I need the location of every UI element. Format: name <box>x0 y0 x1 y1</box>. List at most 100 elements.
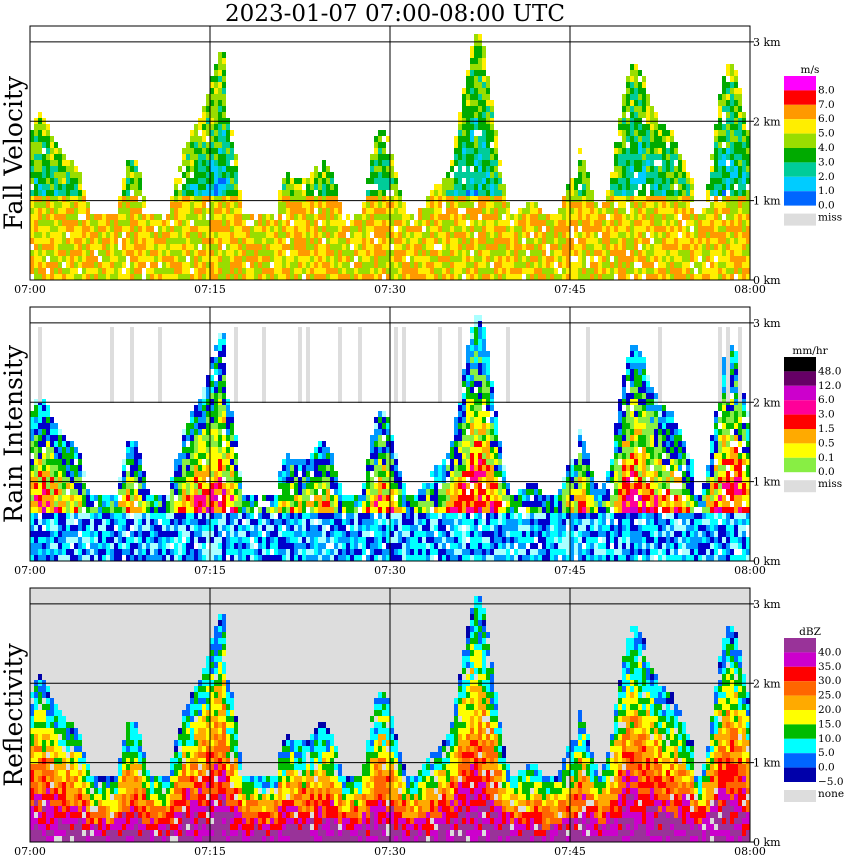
colorbar-swatch <box>784 738 816 754</box>
colorbar-swatch <box>784 695 816 710</box>
heatmap-cells <box>30 34 750 280</box>
colorbar-swatch <box>784 710 816 725</box>
y-tick-label: 3 km <box>753 598 781 611</box>
colorbar-swatch <box>784 371 816 386</box>
x-tick-label: 07:15 <box>194 283 226 296</box>
panel-3: 0 km 1 km 2 km 3 km 07:00 07:15 07:30 07:45 08:0… <box>0 587 844 858</box>
colorbar-unit: m/s <box>801 64 820 76</box>
colorbar-swatch <box>784 443 816 458</box>
colorbar-swatch <box>784 76 816 91</box>
y-tick-label: 0 km <box>753 836 781 849</box>
y-axis-label: Fall Velocity <box>0 75 28 230</box>
colorbar-swatch <box>784 90 816 105</box>
panels: 0 km 1 km 2 km 3 km 07:00 07:15 07:30 07:45 08:0… <box>0 25 844 858</box>
figure-title: 2023-01-07 07:00-08:00 UTC <box>225 1 565 27</box>
colorbar-swatch <box>784 414 816 429</box>
panel-2: 0 km 1 km 2 km 3 km 07:00 07:15 07:30 07:45 08:0… <box>0 306 842 577</box>
x-tick-label: 07:00 <box>14 845 46 858</box>
y-tick-label: 2 km <box>753 396 781 409</box>
colorbar-label: 3.0 <box>818 156 835 168</box>
grid-lines <box>30 26 750 280</box>
y-axis-label: Reflectivity <box>0 642 28 786</box>
colorbar-swatch <box>784 724 816 739</box>
colorbar-miss-label: miss <box>818 478 842 490</box>
y-tick-label: 2 km <box>753 677 781 690</box>
colorbar-swatch <box>784 400 816 415</box>
colorbar-label: 0.1 <box>818 452 835 464</box>
grid-lines <box>30 307 750 561</box>
colorbar-swatch <box>784 767 816 782</box>
colorbar-unit: dBZ <box>799 626 821 638</box>
colorbar-miss-swatch <box>784 213 816 226</box>
colorbar-swatch <box>784 176 816 192</box>
colorbar-label: 40.0 <box>818 646 841 658</box>
y-tick-label: 1 km <box>753 476 781 489</box>
y-tick-label: 2 km <box>753 115 781 128</box>
colorbar-swatch <box>784 162 816 177</box>
x-tick-label: 07:00 <box>14 564 46 577</box>
colorbar-swatch <box>784 753 816 768</box>
colorbar-label: 1.0 <box>818 185 835 197</box>
colorbar-label: 8.0 <box>818 84 835 96</box>
grid-lines <box>30 588 750 842</box>
y-tick-label: 3 km <box>753 317 781 330</box>
x-tick-label: 07:30 <box>374 845 406 858</box>
y-tick-label: 1 km <box>753 195 781 208</box>
x-tick-label: 07:45 <box>554 845 586 858</box>
x-tick-label: 07:15 <box>194 845 226 858</box>
colorbar-swatch <box>784 681 816 696</box>
colorbar-label: 0.0 <box>818 200 835 212</box>
colorbar-miss-label: miss <box>818 212 842 224</box>
x-tick-label: 07:30 <box>374 283 406 296</box>
colorbar-swatch <box>784 104 816 120</box>
x-tick-label: 07:15 <box>194 564 226 577</box>
colorbar-label: 5.0 <box>818 747 835 759</box>
colorbar-swatch <box>784 191 816 206</box>
heatmap-cells <box>30 596 750 842</box>
colorbar-swatch <box>784 457 816 473</box>
x-tick-label: 08:00 <box>734 283 766 296</box>
colorbar-miss-swatch <box>784 480 816 493</box>
colorbar-label: 7.0 <box>818 99 835 111</box>
x-tick-label: 07:45 <box>554 564 586 577</box>
y-tick-label: 1 km <box>753 757 781 770</box>
x-tick-label: 08:00 <box>734 564 766 577</box>
colorbar-label: 48.0 <box>818 365 841 377</box>
colorbar-label: 35.0 <box>818 661 841 673</box>
colorbar-miss-swatch <box>784 790 816 802</box>
colorbar-swatch <box>784 666 816 682</box>
colorbar-swatch <box>784 429 816 444</box>
colorbar-unit: mm/hr <box>792 345 828 357</box>
colorbar-label: 5.0 <box>818 128 835 140</box>
colorbar-swatch <box>784 119 816 134</box>
x-tick-label: 08:00 <box>734 845 766 858</box>
colorbar-label: 0.0 <box>818 466 835 478</box>
y-axis-label: Rain Intensity <box>0 344 28 523</box>
x-tick-label: 07:45 <box>554 283 586 296</box>
colorbar-label: 4.0 <box>818 142 835 154</box>
colorbar-label: 25.0 <box>818 690 841 702</box>
colorbar-swatch <box>784 385 816 401</box>
y-tick-label: 0 km <box>753 555 781 568</box>
colorbar-label: 1.5 <box>818 423 835 435</box>
colorbar-label: −5.0 <box>818 776 844 788</box>
colorbar-swatch <box>784 133 816 148</box>
colorbar-label: 12.0 <box>818 380 841 392</box>
colorbar-label: 10.0 <box>818 733 841 745</box>
colorbar-label: 0.5 <box>818 437 835 449</box>
colorbar-label: 3.0 <box>818 409 835 421</box>
colorbar-label: 6.0 <box>818 113 835 125</box>
colorbar: dBZ 40.0 35.0 30.0 25.0 20.0 15.0 10.0 5.0 0.0 −5.… <box>784 626 844 802</box>
colorbar-label: 6.0 <box>818 394 835 406</box>
colorbar-label: 2.0 <box>818 171 835 183</box>
colorbar-label: 30.0 <box>818 675 841 687</box>
y-tick-label: 3 km <box>753 36 781 49</box>
colorbar-swatch <box>784 652 816 667</box>
colorbar-label: 0.0 <box>818 762 835 774</box>
colorbar-swatch <box>784 357 816 372</box>
panel-1: 0 km 1 km 2 km 3 km 07:00 07:15 07:30 07:45 08:0… <box>0 25 842 296</box>
colorbar-label: 15.0 <box>818 718 841 730</box>
